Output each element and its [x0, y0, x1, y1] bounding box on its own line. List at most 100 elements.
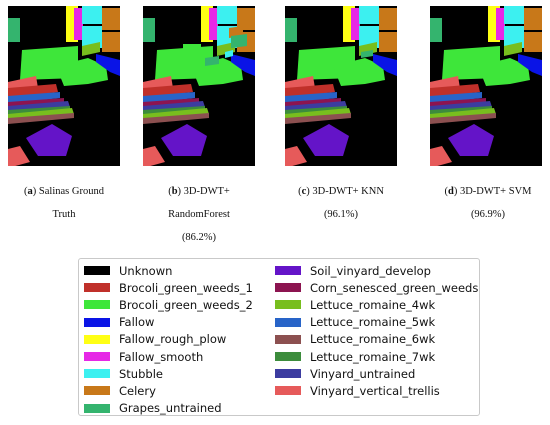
legend-item: Vinyard_untrained	[275, 365, 478, 382]
panel-caption: (b) 3D-DWT+ RandomForest (86.2%)	[134, 180, 264, 249]
legend-item: Lettuce_romaine_6wk	[275, 331, 478, 348]
map-region	[205, 56, 219, 66]
legend-item: Lettuce_romaine_4wk	[275, 296, 478, 313]
map-region	[183, 44, 201, 50]
caption-line: (b) 3D-DWT+	[168, 186, 230, 197]
map-region	[231, 34, 247, 48]
map-panel	[8, 6, 120, 166]
class-map	[285, 6, 397, 166]
legend-label: Fallow_smooth	[119, 349, 204, 364]
map-region	[231, 54, 255, 76]
legend-swatch	[84, 317, 110, 327]
caption-line: (96.9%)	[470, 209, 506, 220]
map-region	[524, 32, 542, 52]
map-region	[102, 32, 120, 52]
legend-item: Fallow_rough_plow	[84, 331, 253, 348]
map-region	[524, 8, 542, 30]
map-region	[26, 124, 72, 156]
map-region	[303, 124, 349, 156]
map-region	[504, 6, 524, 24]
legend-label: Grapes_untrained	[119, 401, 222, 416]
class-map	[8, 6, 120, 166]
legend-swatch	[275, 317, 301, 327]
map-region	[504, 42, 522, 56]
legend-item: Brocoli_green_weeds_1	[84, 279, 253, 296]
legend-column-right: Soil_vinyard_develop Corn_senesced_green_…	[275, 262, 478, 400]
legend-swatch	[275, 266, 301, 276]
legend-swatch	[84, 352, 110, 362]
legend-item: Celery	[84, 382, 253, 399]
map-region	[143, 92, 195, 104]
caption-line: (a) Salinas Ground	[24, 186, 104, 197]
map-region	[333, 58, 385, 86]
map-region	[237, 8, 255, 30]
map-region	[478, 58, 530, 86]
panel-letter: d	[447, 186, 454, 197]
panel-caption: (c) 3D-DWT+ KNN (96.1%)	[276, 180, 406, 226]
map-region	[285, 18, 297, 42]
legend-item: Vinyard_vertical_trellis	[275, 382, 478, 399]
map-region	[8, 18, 20, 42]
panel-letter: b	[171, 186, 178, 197]
legend-item: Corn_senesced_green_weeds	[275, 279, 478, 296]
panel-letter: a	[27, 186, 33, 197]
legend-label: Fallow	[119, 315, 155, 330]
map-region	[379, 8, 397, 30]
legend-label: Soil_vinyard_develop	[310, 263, 431, 278]
map-region	[504, 26, 524, 48]
legend-item: Stubble	[84, 365, 253, 382]
legend-swatch	[275, 386, 301, 396]
legend-item: Soil_vinyard_develop	[275, 262, 478, 279]
map-region	[8, 146, 30, 166]
legend-label: Brocoli_green_weeds_1	[119, 280, 253, 295]
legend-item: Fallow	[84, 314, 253, 331]
legend-swatch	[84, 300, 110, 310]
legend-swatch	[275, 283, 301, 293]
legend-label: Lettuce_romaine_6wk	[310, 332, 436, 347]
panel-letter: c	[301, 186, 307, 197]
map-region	[143, 18, 155, 42]
legend-swatch	[84, 266, 110, 276]
legend-swatch	[84, 283, 110, 293]
map-region	[285, 113, 351, 124]
caption-line: Truth	[52, 209, 76, 220]
legend-swatch	[84, 386, 110, 396]
caption-line: (d) 3D-DWT+ SVM	[444, 186, 532, 197]
legend-item: Fallow_smooth	[84, 348, 253, 365]
class-legend: Unknown Brocoli_green_weeds_1 Brocoli_gree…	[78, 258, 480, 416]
map-region	[359, 26, 379, 48]
class-map	[143, 6, 255, 166]
map-region	[285, 84, 335, 98]
map-region	[143, 113, 209, 124]
map-region	[448, 124, 494, 156]
map-region	[96, 54, 120, 76]
legend-label: Lettuce_romaine_7wk	[310, 349, 436, 364]
map-region	[351, 8, 360, 40]
legend-label: Celery	[119, 383, 156, 398]
legend-label: Corn_senesced_green_weeds	[310, 280, 479, 295]
legend-item: Brocoli_green_weeds_2	[84, 296, 253, 313]
map-region	[191, 58, 243, 86]
map-region	[373, 54, 397, 76]
legend-label: Unknown	[119, 263, 173, 278]
map-region	[430, 113, 496, 124]
panel-caption: (d) 3D-DWT+ SVM (96.9%)	[423, 180, 550, 226]
legend-item: Lettuce_romaine_7wk	[275, 348, 478, 365]
legend-label: Stubble	[119, 366, 163, 381]
legend-swatch	[275, 369, 301, 379]
map-region	[82, 26, 102, 48]
map-region	[56, 58, 108, 86]
map-region	[8, 92, 60, 104]
map-region	[430, 84, 480, 98]
legend-label: Vinyard_untrained	[310, 366, 416, 381]
caption-line: (c) 3D-DWT+ KNN	[298, 186, 384, 197]
caption-line: RandomForest	[168, 209, 230, 220]
legend-label: Vinyard_vertical_trellis	[310, 383, 440, 398]
map-region	[161, 124, 207, 156]
map-region	[359, 6, 379, 24]
class-map	[430, 6, 542, 166]
caption-line: (86.2%)	[181, 232, 217, 243]
map-region	[8, 113, 74, 124]
map-region	[143, 146, 165, 166]
map-region	[74, 8, 83, 40]
